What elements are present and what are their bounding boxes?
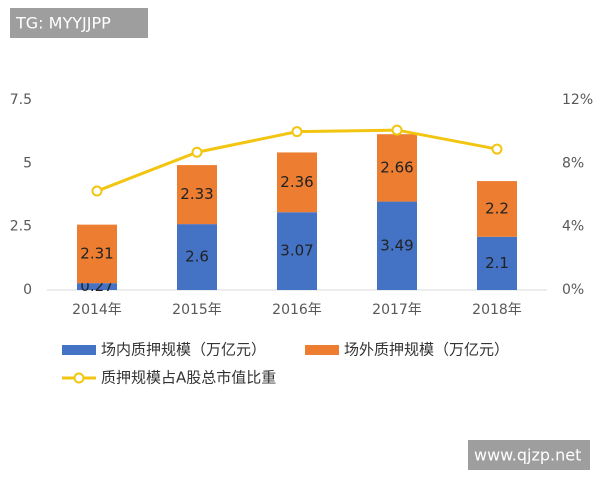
watermark: www.qjzp.net xyxy=(474,446,581,465)
legend-swatch xyxy=(62,345,96,355)
legend-marker xyxy=(73,372,85,384)
line-marker xyxy=(291,126,303,138)
watermark-box xyxy=(468,440,590,470)
data-label: 3.07 xyxy=(280,242,313,260)
y-tick-label: 0 xyxy=(23,282,32,298)
watermark-box xyxy=(10,8,148,38)
y-tick-label: 7.5 xyxy=(10,92,32,108)
data-label: 3.49 xyxy=(380,236,413,254)
bar xyxy=(277,212,317,290)
line-marker xyxy=(191,146,203,158)
y-tick-label: 5 xyxy=(23,155,32,171)
data-label: 2.31 xyxy=(80,244,113,262)
x-tick-label: 2014年 xyxy=(72,302,122,318)
bar xyxy=(177,224,217,290)
legend-label: 质押规模占A股总市值比重 xyxy=(101,369,276,387)
y2-tick-label: 0% xyxy=(562,282,584,298)
bar xyxy=(477,236,517,290)
data-label: 2.66 xyxy=(380,158,413,176)
legend-label: 场外质押规模（万亿元） xyxy=(344,341,509,359)
bar xyxy=(177,165,217,225)
bar xyxy=(377,201,417,290)
data-label: 2.6 xyxy=(185,248,209,266)
y2-tick-label: 4% xyxy=(562,219,584,235)
y2-tick-label: 8% xyxy=(562,155,584,171)
y-tick-label: 2.5 xyxy=(10,219,32,235)
bar xyxy=(277,152,317,213)
legend-swatch xyxy=(305,345,339,355)
bar xyxy=(77,224,117,284)
data-label: 2.36 xyxy=(280,173,313,191)
line-marker xyxy=(491,143,503,155)
x-tick-label: 2018年 xyxy=(472,302,522,318)
bar xyxy=(77,283,117,290)
bar xyxy=(377,134,417,202)
data-label: 2.1 xyxy=(485,254,509,272)
legend-label: 场内质押规模（万亿元） xyxy=(101,341,266,359)
x-tick-label: 2017年 xyxy=(372,302,422,318)
x-tick-label: 2016年 xyxy=(272,302,322,318)
y2-tick-label: 12% xyxy=(562,92,593,108)
line-marker xyxy=(91,185,103,197)
data-label: 2.33 xyxy=(180,185,213,203)
x-tick-label: 2015年 xyxy=(172,302,222,318)
bar xyxy=(477,181,517,237)
watermark: TG: MYYJJPP xyxy=(15,14,111,33)
line-marker xyxy=(391,124,403,136)
data-label: 2.2 xyxy=(485,199,509,217)
